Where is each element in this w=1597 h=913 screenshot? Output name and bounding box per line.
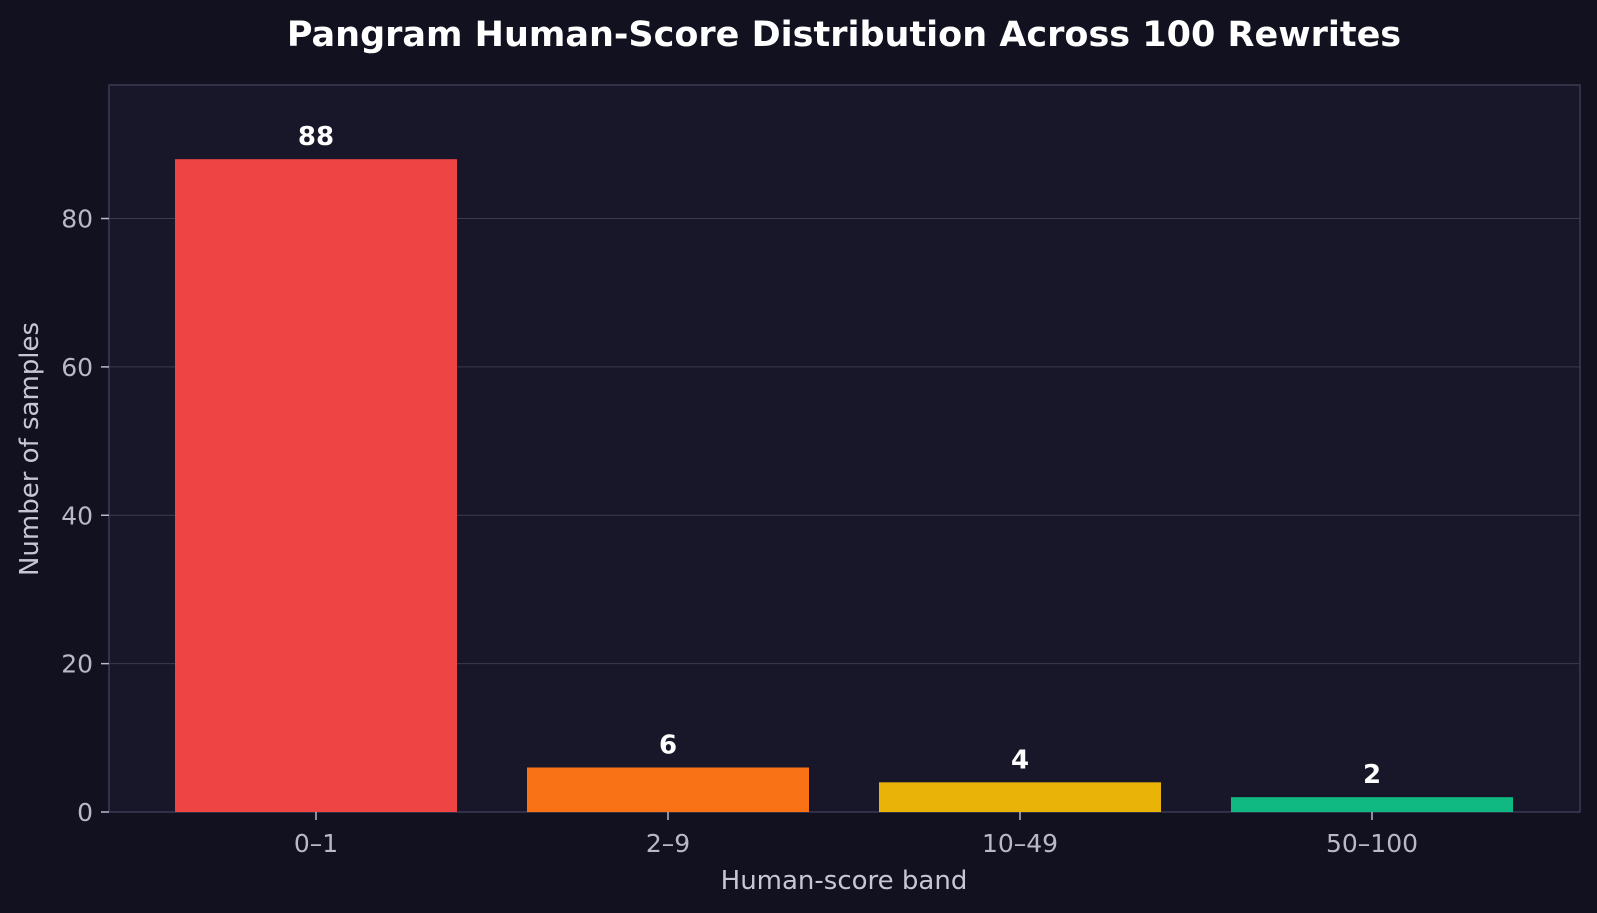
- data-labels: 88 6 4 2: [298, 122, 1381, 790]
- bar-value-label: 2: [1363, 760, 1381, 790]
- y-tick-label: 40: [61, 501, 93, 530]
- x-tick-label: 2–9: [646, 829, 690, 858]
- x-tick-label: 0–1: [294, 829, 338, 858]
- x-tick-label: 50–100: [1326, 829, 1418, 858]
- bar-value-label: 4: [1011, 745, 1029, 775]
- x-axis-ticks: 0–1 2–9 10–49 50–100: [294, 812, 1418, 858]
- y-tick-label: 80: [61, 205, 93, 234]
- y-tick-label: 60: [61, 353, 93, 382]
- bar: [527, 767, 809, 812]
- y-axis-ticks: 0 20 40 60 80: [61, 205, 109, 827]
- y-tick-label: 20: [61, 650, 93, 679]
- bars: [175, 159, 1513, 813]
- chart-title: Pangram Human-Score Distribution Across …: [287, 15, 1401, 55]
- x-axis-label: Human-score band: [721, 866, 968, 896]
- bar-value-label: 88: [298, 122, 334, 152]
- bar: [1231, 797, 1513, 812]
- y-tick-label: 0: [77, 798, 93, 827]
- x-tick-label: 10–49: [982, 829, 1058, 858]
- y-axis-label: Number of samples: [15, 322, 45, 576]
- bar: [879, 782, 1161, 812]
- bar-value-label: 6: [659, 730, 677, 760]
- bar: [175, 159, 457, 813]
